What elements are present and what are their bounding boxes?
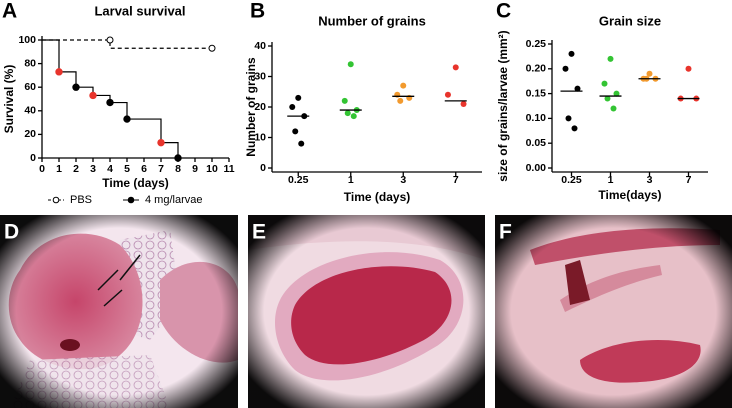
data-point [685,65,692,72]
micrograph-f [495,215,732,408]
data-point [604,95,611,102]
data-point [574,85,581,92]
x-tick-label: 6 [141,163,147,175]
x-tick-label: 5 [124,163,130,175]
y-tick-label: 0 [30,152,36,164]
chart-title: Larval survival [94,3,185,18]
data-point [571,125,578,132]
data-point [613,90,620,97]
x-tick-label: 1 [348,174,354,186]
data-point [610,105,617,112]
micrograph-e [248,215,485,408]
y-tick-label: 0.25 [526,38,547,50]
x-tick-label: 7 [158,163,164,175]
y-axis-label: size of grains/larvae (mm²) [496,30,510,181]
data-point [208,44,216,52]
data-point [568,50,575,57]
panel-label: D [4,221,19,244]
x-tick-label: 11 [223,163,234,175]
x-tick-label: 3 [647,174,653,186]
y-tick-label: 0.15 [526,87,547,99]
y-tick-label: 10 [254,131,266,143]
legend-label: 4 mg/larvae [145,194,202,206]
x-tick-label: 4 [107,163,113,175]
survival-line [42,39,212,49]
x-axis-label: Time(days) [598,188,661,202]
y-tick-label: 0.20 [526,63,547,75]
legend-label: PBS [70,194,92,206]
data-point [562,65,569,72]
y-tick-label: 20 [254,101,266,113]
legend-marker [52,196,60,204]
chart-title: Grain size [599,13,661,28]
y-tick-label: 0 [260,162,266,174]
x-tick-label: 9 [192,163,198,175]
data-point [72,83,80,91]
panel-label: B [250,0,265,23]
x-tick-label: 3 [400,174,406,186]
data-point [347,61,354,68]
x-tick-label: 1 [56,163,62,175]
data-point [157,138,165,147]
x-tick-label: 0.25 [288,174,309,186]
data-point [460,100,467,107]
data-point [341,97,348,104]
data-point [400,82,407,89]
y-tick-label: 40 [254,40,266,52]
x-tick-label: 8 [175,163,181,175]
data-point [289,104,296,110]
y-axis-label: Number of grains [244,57,258,157]
y-tick-label: 40 [24,105,36,117]
data-point [344,110,351,117]
data-point [292,128,299,135]
y-axis-label: Survival (%) [2,65,16,134]
survival-line [42,39,179,158]
x-tick-label: 10 [206,163,218,175]
y-tick-label: 100 [18,34,36,46]
x-tick-label: 2 [73,163,79,175]
x-tick-label: 3 [90,163,96,175]
x-tick-label: 0 [39,163,45,175]
y-tick-label: 80 [24,57,36,69]
data-point [295,94,302,101]
data-point [397,97,404,104]
data-point [452,64,459,71]
y-tick-label: 30 [254,70,266,82]
data-point [55,68,63,76]
panel-label: E [252,221,266,244]
data-point [565,115,572,122]
data-point [89,91,97,100]
panel-label: F [499,221,512,244]
x-tick-label: 7 [686,174,692,186]
chart-title: Number of grains [318,13,426,28]
x-axis-label: Time (days) [344,190,410,204]
data-point [106,36,114,44]
y-tick-label: 60 [24,81,36,93]
legend-marker [127,196,135,204]
y-tick-label: 0.05 [526,137,547,149]
data-point [106,98,114,107]
x-axis-label: Time (days) [102,176,168,190]
data-point [174,154,182,162]
micrograph-d [0,215,238,408]
panel-label: A [2,0,17,23]
data-point [298,140,305,147]
panel-label: C [496,0,511,23]
x-tick-label: 7 [453,174,459,186]
data-point [350,113,357,120]
data-point [444,91,451,98]
x-tick-label: 0.25 [561,174,582,186]
x-tick-label: 1 [608,174,614,186]
data-point [601,80,608,87]
data-point [607,55,614,62]
y-tick-label: 0.00 [526,162,547,174]
y-tick-label: 0.10 [526,112,547,124]
y-tick-label: 20 [24,128,36,140]
data-point [123,115,131,123]
data-point [646,70,653,77]
